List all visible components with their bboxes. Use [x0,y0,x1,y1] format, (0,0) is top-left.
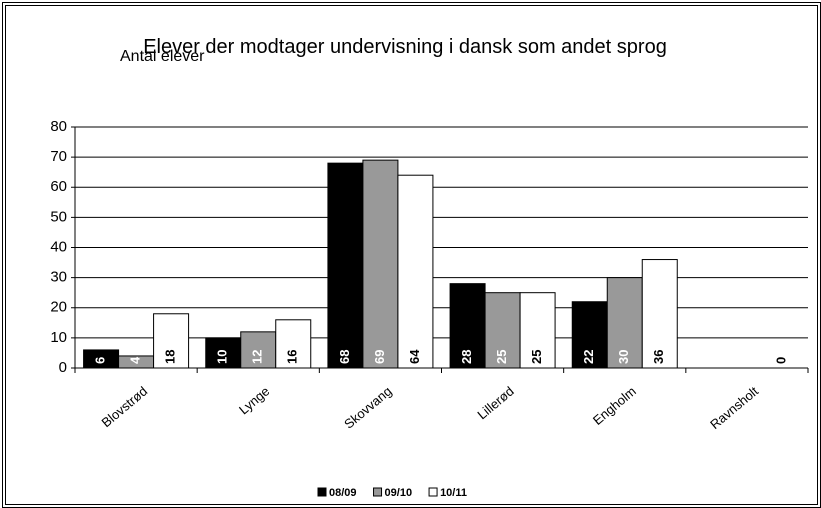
legend-label: 08/09 [329,487,357,499]
bar [362,159,399,369]
value-label: 36 [651,350,666,364]
value-label: 25 [494,350,509,364]
value-label: 18 [163,350,178,364]
value-label: 4 [128,356,143,364]
y-tick-label: 80 [50,118,67,135]
value-label: 64 [407,349,422,364]
value-label: 16 [285,350,300,364]
value-label: 30 [616,350,631,364]
legend-label: 09/10 [385,487,413,499]
value-label: 68 [337,350,352,364]
value-label: 22 [581,350,596,364]
value-label: 69 [372,350,387,364]
value-label: 12 [250,350,265,364]
bar [327,162,364,369]
y-tick-label: 70 [50,148,67,165]
legend-label: 10/11 [440,487,467,499]
x-tick-label: Lillerød [474,383,516,422]
x-tick-label: Engholm [590,383,639,427]
value-label: 28 [459,350,474,364]
x-tick-label: Skovvang [341,383,394,431]
value-label: 0 [738,357,753,364]
bar [519,292,556,369]
y-tick-label: 60 [50,178,67,195]
x-tick-label: Ravnsholt [707,383,761,432]
bar [606,277,643,369]
y-tick-label: 10 [50,329,67,346]
bar [641,259,678,369]
bar [240,331,277,369]
legend-swatch [373,487,383,497]
legend-swatch [317,487,327,497]
value-label: 25 [529,350,544,364]
value-label: 0 [773,357,788,364]
y-tick-label: 20 [50,299,67,316]
y-tick-label: 30 [50,269,67,286]
x-tick-label: Lynge [236,383,272,417]
y-tick-label: 0 [59,359,67,376]
bar [153,313,190,369]
value-label: 6 [93,357,108,364]
bar [397,174,434,369]
y-tick-label: 50 [50,208,67,225]
legend-swatch [428,487,438,497]
y-axis-title: Antal elever [120,48,205,65]
value-label: 10 [215,350,230,364]
y-tick-label: 40 [50,238,67,255]
x-tick-label: Blovstrød [99,383,151,430]
bar [449,283,486,369]
chart-title: Elever der modtager undervisning i dansk… [143,36,667,58]
